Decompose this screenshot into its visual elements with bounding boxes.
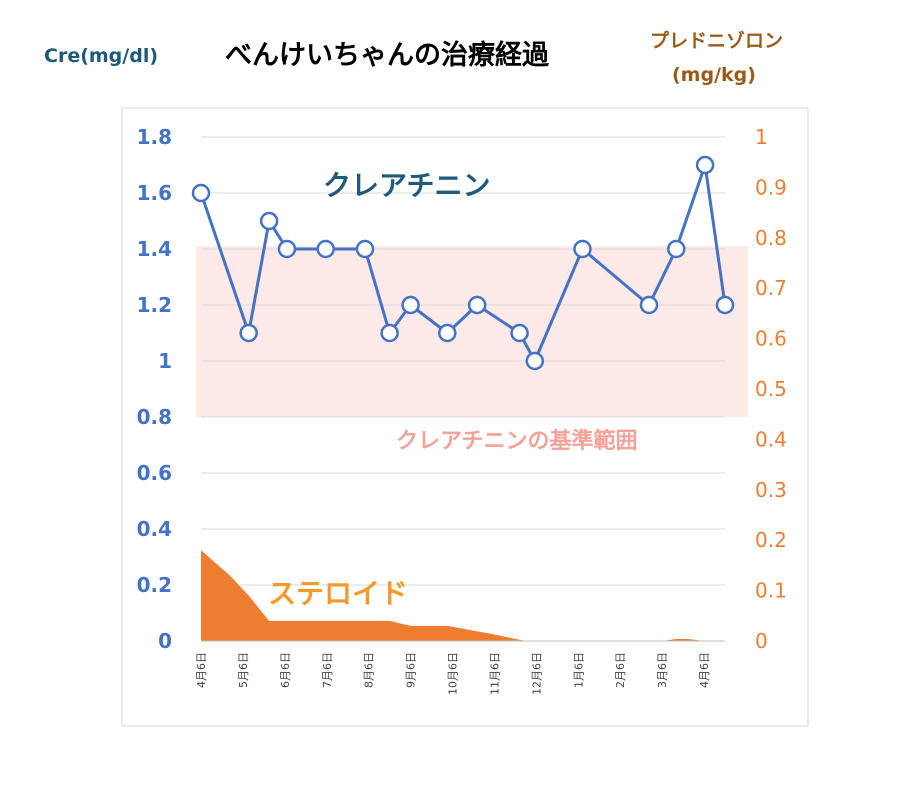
y-left-tick-label: 1.8 xyxy=(137,125,172,149)
x-tick-label: 4月6日 xyxy=(195,652,208,688)
creatinine-point xyxy=(277,239,297,259)
y-right-tick-label: 0.8 xyxy=(755,226,787,250)
y-right-tick-label: 0.4 xyxy=(755,427,787,451)
steroid-area xyxy=(201,550,725,641)
y-left-tick-label: 0.6 xyxy=(137,461,172,485)
reference-annotation: クレアチニンの基準範囲 xyxy=(396,428,638,454)
steroid-annotation: ステロイド xyxy=(268,577,408,610)
x-tick-label: 10月6日 xyxy=(447,652,460,695)
x-tick-label: 8月6日 xyxy=(363,652,376,688)
creatinine-point xyxy=(259,211,279,231)
left-axis-unit: Cre(mg/dl) xyxy=(44,45,159,67)
x-tick-label: 9月6日 xyxy=(405,652,418,688)
creatinine-point xyxy=(438,323,457,343)
creatinine-point xyxy=(667,239,686,259)
y-left-tick-label: 1 xyxy=(158,349,172,373)
right-axis-unit-line1: プレドニゾロン xyxy=(650,30,784,52)
y-right-tick-label: 0.6 xyxy=(755,327,787,351)
x-tick-label: 1月6日 xyxy=(572,652,585,688)
x-tick-label: 7月6日 xyxy=(321,652,334,688)
y-left-tick-label: 0.2 xyxy=(137,573,172,597)
y-left-tick-label: 0 xyxy=(158,629,172,653)
x-tick-label: 6月6日 xyxy=(279,652,292,688)
y-right-tick-label: 1 xyxy=(755,125,768,149)
creatinine-point xyxy=(401,295,420,315)
y-right-tick-label: 0.1 xyxy=(755,579,787,603)
chart-title: べんけいちゃんの治療経過 xyxy=(225,40,549,71)
y-left-tick-label: 0.8 xyxy=(137,405,172,429)
creatinine-point xyxy=(355,239,375,259)
creatinine-point xyxy=(380,323,399,343)
creatinine-point xyxy=(525,351,545,371)
y-left-tick-label: 1.6 xyxy=(137,181,172,205)
chart-frame xyxy=(121,107,809,727)
x-tick-label: 2月6日 xyxy=(614,652,627,688)
creatinine-point xyxy=(715,295,735,315)
creatinine-point xyxy=(695,155,715,175)
creatinine-point xyxy=(239,323,258,343)
y-left-tick-label: 0.4 xyxy=(137,517,172,541)
creatinine-point xyxy=(573,239,592,259)
x-tick-label: 3月6日 xyxy=(656,652,669,688)
x-tick-label: 12月6日 xyxy=(530,652,543,695)
y-left-tick-label: 1.2 xyxy=(137,293,172,317)
creatinine-point xyxy=(510,323,529,343)
x-tick-label: 11月6日 xyxy=(488,652,501,695)
creatinine-point xyxy=(316,239,335,259)
y-right-tick-label: 0.2 xyxy=(755,528,787,552)
creatinine-point xyxy=(467,295,487,315)
y-right-tick-label: 0 xyxy=(755,629,768,653)
right-axis-unit-line2: (mg/kg) xyxy=(672,64,756,86)
creatinine-point xyxy=(639,295,659,315)
y-right-tick-label: 0.7 xyxy=(755,276,787,300)
y-right-tick-label: 0.5 xyxy=(755,377,787,401)
creatinine-point xyxy=(191,183,211,203)
x-tick-label: 5月6日 xyxy=(237,652,250,688)
y-right-tick-label: 0.3 xyxy=(755,478,787,502)
creatinine-annotation: クレアチニン xyxy=(323,169,490,202)
y-left-tick-label: 1.4 xyxy=(137,237,172,261)
x-tick-label: 4月6日 xyxy=(698,652,711,688)
reference-band xyxy=(196,246,748,417)
y-right-tick-label: 0.9 xyxy=(755,175,787,199)
